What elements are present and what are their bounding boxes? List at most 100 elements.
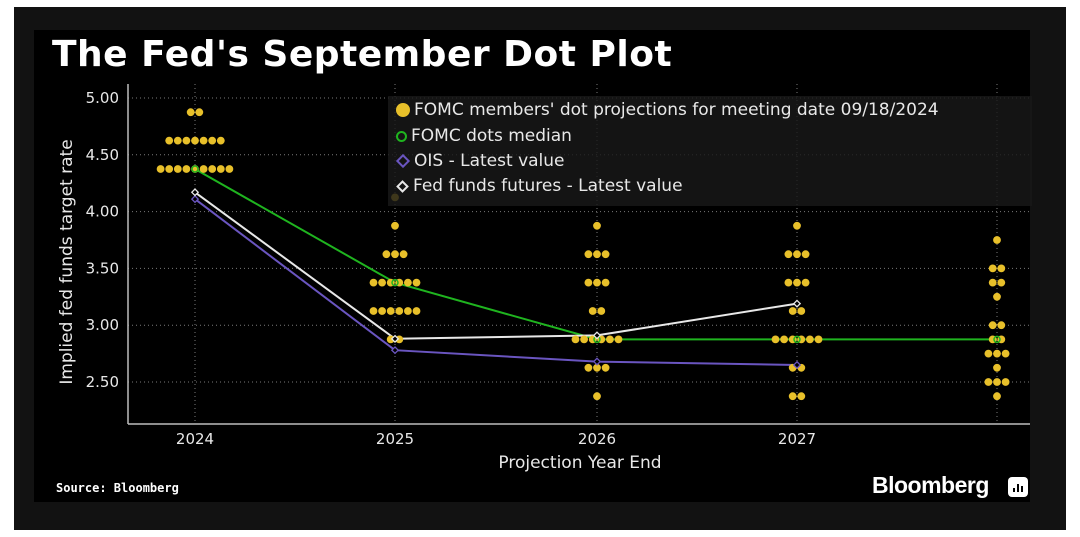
median-point xyxy=(391,278,399,287)
futures-point xyxy=(190,188,200,197)
fomc-dot xyxy=(593,363,601,372)
fomc-dot xyxy=(216,165,225,173)
fomc-dot xyxy=(984,378,993,386)
hollow-circle-icon xyxy=(396,130,407,142)
fomc-dot xyxy=(993,392,1001,401)
x-tick-label: 2026 xyxy=(578,430,616,448)
legend-item-futures: Fed funds futures - Latest value xyxy=(396,176,683,196)
fomc-dot xyxy=(584,278,593,287)
fomc-dot xyxy=(593,221,601,230)
fomc-dot xyxy=(584,363,593,372)
fomc-dot xyxy=(186,108,195,117)
fomc-dot xyxy=(788,307,797,315)
fomc-dot xyxy=(597,307,606,315)
fomc-dot xyxy=(988,321,997,330)
fomc-dot xyxy=(771,335,780,344)
diamond-icon xyxy=(396,179,409,193)
fomc-dot xyxy=(571,335,580,344)
diamond-icon xyxy=(395,153,411,169)
fomc-dot xyxy=(173,136,182,145)
ois-line xyxy=(194,198,798,366)
legend-item-median: FOMC dots median xyxy=(396,126,572,146)
fomc-dot xyxy=(806,335,814,344)
y-axis-label: Implied fed funds target rate xyxy=(57,139,77,384)
fomc-dot xyxy=(601,278,610,287)
fomc-dot xyxy=(165,136,174,145)
fomc-dot xyxy=(614,335,623,344)
x-tick-label: 2024 xyxy=(176,430,214,448)
fomc-dot xyxy=(199,136,208,145)
fomc-dot xyxy=(191,136,199,145)
fomc-dot xyxy=(378,307,386,315)
fomc-dot xyxy=(412,307,421,315)
fomc-dot xyxy=(182,165,191,173)
y-tick-label: 3.50 xyxy=(86,259,119,277)
fomc-dot xyxy=(208,165,217,173)
legend-label-median: FOMC dots median xyxy=(411,126,572,146)
y-tick-label: 5.00 xyxy=(86,89,119,107)
x-tick-label: 2027 xyxy=(778,430,816,448)
fomc-dot xyxy=(993,363,1001,372)
fomc-dot xyxy=(208,136,217,145)
legend-label-futures: Fed funds futures - Latest value xyxy=(413,176,683,196)
fomc-dot xyxy=(993,349,1001,358)
fomc-dot xyxy=(378,278,386,287)
fomc-dot xyxy=(382,250,391,259)
fomc-dot xyxy=(993,236,1001,244)
fomc-dot xyxy=(793,221,801,230)
fomc-dot xyxy=(391,221,399,230)
y-tick-label: 2.50 xyxy=(86,373,119,391)
legend-item-dots: FOMC members' dot projections for meetin… xyxy=(396,100,939,120)
fomc-dot xyxy=(997,278,1006,287)
fomc-dot xyxy=(386,307,395,315)
ois-point xyxy=(390,346,400,355)
fomc-dot xyxy=(601,363,610,372)
fomc-dot xyxy=(780,335,788,344)
fomc-dot xyxy=(784,278,793,287)
fomc-dot xyxy=(797,307,806,315)
ois-point xyxy=(792,360,802,370)
fomc-dot xyxy=(216,136,225,145)
fomc-dot xyxy=(593,278,601,287)
fomc-dot xyxy=(195,108,204,117)
chart-title: The Fed's September Dot Plot xyxy=(52,34,673,75)
fomc-dot xyxy=(993,378,1001,386)
legend-label-dots: FOMC members' dot projections for meetin… xyxy=(414,100,939,120)
x-axis-label: Projection Year End xyxy=(498,453,661,473)
y-tick-label: 4.00 xyxy=(86,203,119,221)
fomc-dot xyxy=(788,392,797,401)
fomc-dot xyxy=(584,250,593,259)
chart-bars-icon xyxy=(1008,477,1028,497)
fomc-dot xyxy=(1001,378,1010,386)
fomc-dot xyxy=(997,264,1006,273)
fomc-dot xyxy=(988,278,997,287)
fomc-dot xyxy=(182,136,191,145)
brand-logo: Bloomberg xyxy=(872,472,989,498)
fomc-dot xyxy=(199,165,208,173)
fomc-dot xyxy=(404,307,412,315)
fomc-dot xyxy=(173,165,182,173)
fomc-dot xyxy=(588,307,597,315)
y-tick-label: 3.00 xyxy=(86,316,119,334)
ois-point xyxy=(190,194,200,204)
legend: FOMC members' dot projections for meetin… xyxy=(388,96,1032,206)
fomc-dot xyxy=(1001,349,1010,358)
fomc-dot xyxy=(156,165,165,173)
legend-label-ois: OIS - Latest value xyxy=(414,151,565,171)
fomc-dot xyxy=(369,278,378,287)
fomc-dot xyxy=(404,278,412,287)
fomc-dot xyxy=(793,278,801,287)
dot-marker-icon xyxy=(396,103,410,117)
median-point xyxy=(793,335,801,344)
y-tick-label: 4.50 xyxy=(86,146,119,164)
fomc-dot xyxy=(984,349,993,358)
ois-point xyxy=(592,357,602,366)
fomc-dot xyxy=(580,335,588,344)
median-point xyxy=(993,335,1001,344)
source-note: Source: Bloomberg xyxy=(56,481,179,495)
fomc-dot xyxy=(793,250,801,259)
fomc-dot xyxy=(601,250,610,259)
futures-line xyxy=(194,191,798,340)
fomc-dot xyxy=(369,307,378,315)
